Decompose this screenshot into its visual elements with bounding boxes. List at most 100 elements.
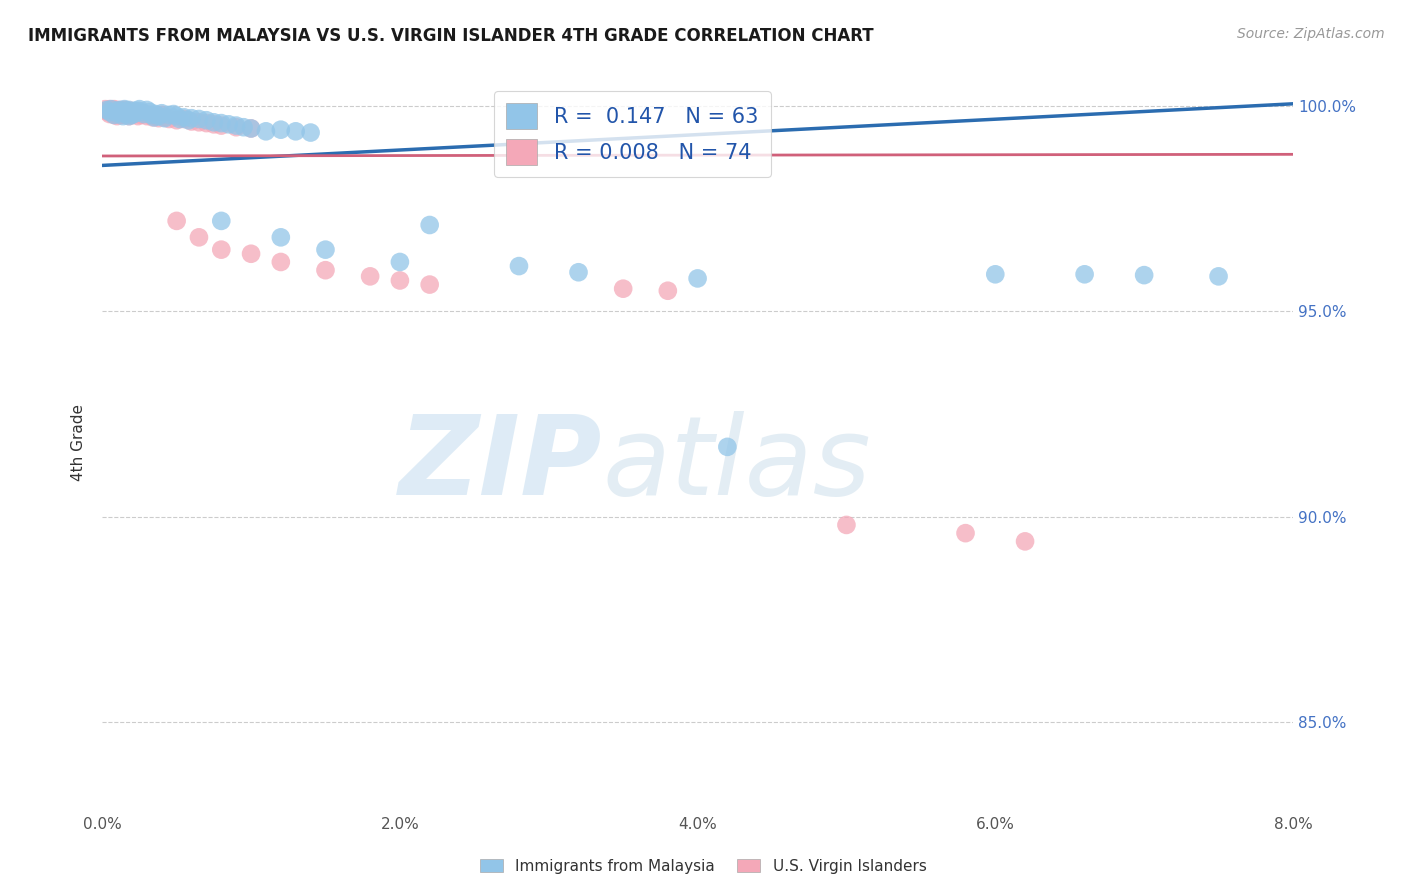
Point [100, 103, 122, 117]
Point [314, 263, 336, 277]
Point [94, 102, 117, 116]
Point [139, 108, 162, 122]
Point [124, 106, 146, 120]
Point [105, 107, 128, 121]
Point [117, 105, 139, 120]
Point [284, 124, 307, 138]
Point [145, 107, 167, 121]
Point [143, 111, 166, 125]
Point [129, 108, 152, 122]
Point [254, 124, 277, 138]
Point [117, 106, 139, 120]
Point [101, 103, 124, 118]
Point [157, 108, 180, 122]
Point [188, 115, 211, 129]
Point [118, 106, 141, 120]
Point [141, 108, 163, 122]
Point [107, 108, 129, 122]
Point [195, 116, 218, 130]
Point [124, 103, 146, 118]
Point [209, 119, 232, 133]
Point [359, 269, 381, 284]
Text: ZIP: ZIP [399, 411, 602, 518]
Text: atlas: atlas [602, 411, 870, 518]
Point [188, 112, 211, 126]
Point [125, 107, 148, 121]
Point [121, 105, 143, 120]
Point [129, 105, 152, 120]
Point [104, 106, 127, 120]
Point [157, 112, 180, 126]
Point [112, 105, 135, 120]
Point [97, 105, 120, 120]
Point [169, 112, 191, 126]
Point [114, 103, 136, 117]
Point [388, 255, 411, 269]
Point [124, 105, 146, 120]
Point [232, 120, 254, 135]
Point [96, 103, 118, 118]
Point [105, 109, 128, 123]
Point [114, 107, 136, 121]
Point [270, 255, 292, 269]
Point [835, 517, 858, 532]
Point [209, 116, 232, 130]
Point [101, 106, 124, 120]
Point [148, 111, 170, 125]
Point [98, 107, 121, 121]
Point [112, 109, 135, 123]
Point [612, 282, 634, 296]
Point [127, 109, 149, 123]
Point [1014, 534, 1036, 549]
Point [132, 106, 155, 120]
Point [132, 107, 155, 121]
Point [202, 117, 225, 131]
Point [166, 113, 188, 128]
Point [108, 103, 131, 117]
Point [100, 105, 122, 120]
Point [225, 120, 247, 135]
Point [955, 526, 977, 541]
Point [107, 105, 129, 120]
Point [100, 102, 122, 116]
Point [118, 109, 141, 123]
Point [166, 214, 188, 228]
Point [104, 103, 127, 117]
Point [188, 230, 211, 244]
Point [112, 108, 135, 122]
Point [122, 107, 145, 121]
Point [225, 119, 247, 133]
Point [686, 271, 709, 285]
Point [1073, 268, 1095, 282]
Point [108, 103, 131, 117]
Point [1133, 268, 1156, 282]
Point [105, 103, 128, 118]
Point [105, 106, 128, 120]
Point [153, 111, 176, 125]
Point [419, 218, 441, 232]
Point [121, 108, 143, 122]
Point [110, 103, 132, 118]
Point [299, 126, 322, 140]
Point [218, 117, 240, 131]
Point [121, 105, 143, 120]
Point [142, 111, 165, 125]
Point [173, 112, 195, 126]
Point [270, 230, 292, 244]
Y-axis label: 4th Grade: 4th Grade [72, 404, 86, 482]
Point [96, 103, 118, 117]
Point [110, 107, 132, 121]
Point [128, 106, 150, 120]
Point [103, 105, 125, 120]
Point [180, 114, 202, 128]
Text: IMMIGRANTS FROM MALAYSIA VS U.S. VIRGIN ISLANDER 4TH GRADE CORRELATION CHART: IMMIGRANTS FROM MALAYSIA VS U.S. VIRGIN … [28, 27, 873, 45]
Point [120, 103, 142, 118]
Point [118, 103, 141, 117]
Text: Source: ZipAtlas.com: Source: ZipAtlas.com [1237, 27, 1385, 41]
Point [716, 440, 738, 454]
Point [388, 273, 411, 287]
Point [110, 105, 132, 120]
Point [153, 111, 176, 125]
Point [108, 106, 131, 120]
Point [135, 103, 157, 117]
